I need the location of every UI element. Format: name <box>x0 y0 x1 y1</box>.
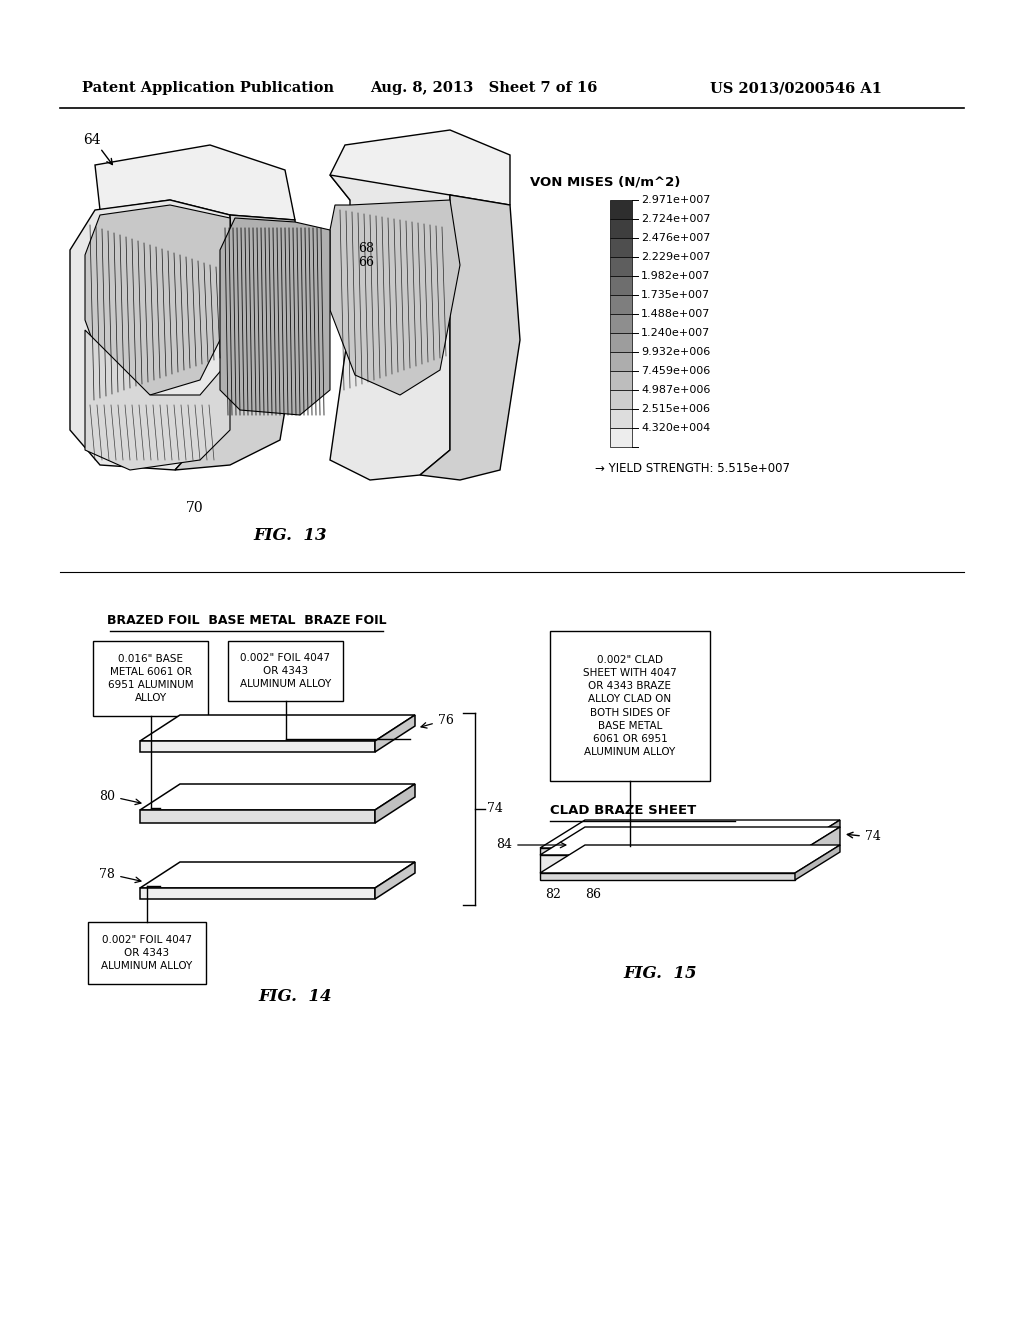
Text: 1.488e+007: 1.488e+007 <box>641 309 711 319</box>
Bar <box>610 257 632 276</box>
Polygon shape <box>95 145 295 220</box>
Polygon shape <box>540 847 795 855</box>
Text: 2.476e+007: 2.476e+007 <box>641 234 711 243</box>
Text: 64: 64 <box>83 133 100 147</box>
Text: 0.002" FOIL 4047
OR 4343
ALUMINUM ALLOY: 0.002" FOIL 4047 OR 4343 ALUMINUM ALLOY <box>101 935 193 972</box>
Text: 68: 68 <box>358 242 374 255</box>
Text: 7.459e+006: 7.459e+006 <box>641 366 711 376</box>
Text: Patent Application Publication: Patent Application Publication <box>82 81 334 95</box>
Polygon shape <box>220 218 330 414</box>
Text: CLAD BRAZE SHEET: CLAD BRAZE SHEET <box>550 804 696 817</box>
Polygon shape <box>175 215 300 470</box>
Text: 70: 70 <box>186 502 204 515</box>
Text: 1.982e+007: 1.982e+007 <box>641 271 711 281</box>
Polygon shape <box>420 195 520 480</box>
Bar <box>610 352 632 371</box>
Polygon shape <box>330 201 460 395</box>
Polygon shape <box>375 784 415 822</box>
Bar <box>610 294 632 314</box>
Polygon shape <box>85 205 230 395</box>
Text: 2.724e+007: 2.724e+007 <box>641 214 711 224</box>
Text: 0.002" CLAD
SHEET WITH 4047
OR 4343 BRAZE
ALLOY CLAD ON
BOTH SIDES OF
BASE METAL: 0.002" CLAD SHEET WITH 4047 OR 4343 BRAZ… <box>583 655 677 758</box>
Polygon shape <box>85 330 230 470</box>
Text: 2.971e+007: 2.971e+007 <box>641 195 711 205</box>
Text: 2.515e+006: 2.515e+006 <box>641 404 710 414</box>
Bar <box>610 389 632 409</box>
Bar <box>228 642 343 701</box>
Text: VON MISES (N/m^2): VON MISES (N/m^2) <box>530 176 680 189</box>
Bar <box>610 371 632 389</box>
Text: 9.932e+006: 9.932e+006 <box>641 347 711 356</box>
Polygon shape <box>540 855 795 873</box>
Text: 86: 86 <box>585 887 601 900</box>
Bar <box>88 921 206 983</box>
Text: 1.240e+007: 1.240e+007 <box>641 327 711 338</box>
Polygon shape <box>140 715 415 741</box>
Text: 4.987e+006: 4.987e+006 <box>641 385 711 395</box>
Polygon shape <box>540 873 795 880</box>
Text: FIG.  13: FIG. 13 <box>253 527 327 544</box>
Text: Aug. 8, 2013   Sheet 7 of 16: Aug. 8, 2013 Sheet 7 of 16 <box>370 81 597 95</box>
Bar <box>610 219 632 238</box>
Text: 4.320e+004: 4.320e+004 <box>641 422 711 433</box>
Polygon shape <box>140 741 375 752</box>
Text: 74: 74 <box>865 829 881 842</box>
Text: → YIELD STRENGTH: 5.515e+007: → YIELD STRENGTH: 5.515e+007 <box>595 462 790 475</box>
Text: 80: 80 <box>99 789 115 803</box>
Bar <box>610 201 632 219</box>
Text: 84: 84 <box>496 838 512 851</box>
Polygon shape <box>540 820 840 847</box>
Polygon shape <box>540 828 840 855</box>
Text: 66: 66 <box>358 256 374 268</box>
Text: 78: 78 <box>99 867 115 880</box>
Text: 0.016" BASE
METAL 6061 OR
6951 ALUMINUM
ALLOY: 0.016" BASE METAL 6061 OR 6951 ALUMINUM … <box>108 653 194 704</box>
Bar <box>610 409 632 428</box>
Polygon shape <box>375 862 415 899</box>
Bar <box>610 276 632 294</box>
Polygon shape <box>140 810 375 822</box>
Polygon shape <box>140 784 415 810</box>
Text: FIG.  15: FIG. 15 <box>624 965 696 982</box>
Polygon shape <box>795 845 840 880</box>
Polygon shape <box>540 845 840 873</box>
Bar <box>550 631 710 781</box>
Polygon shape <box>330 129 510 205</box>
Polygon shape <box>70 201 234 470</box>
Text: BRAZED FOIL  BASE METAL  BRAZE FOIL: BRAZED FOIL BASE METAL BRAZE FOIL <box>108 615 387 627</box>
Text: FIG.  14: FIG. 14 <box>258 987 332 1005</box>
Text: 1.735e+007: 1.735e+007 <box>641 290 710 300</box>
Text: 76: 76 <box>438 714 454 727</box>
Text: US 2013/0200546 A1: US 2013/0200546 A1 <box>710 81 882 95</box>
Text: 0.002" FOIL 4047
OR 4343
ALUMINUM ALLOY: 0.002" FOIL 4047 OR 4343 ALUMINUM ALLOY <box>240 653 331 689</box>
Text: 74: 74 <box>487 803 503 816</box>
Polygon shape <box>795 820 840 855</box>
Polygon shape <box>795 828 840 873</box>
Polygon shape <box>330 176 450 480</box>
Polygon shape <box>140 888 375 899</box>
Bar <box>610 314 632 333</box>
Bar <box>93 642 208 715</box>
Bar <box>610 428 632 447</box>
Text: 82: 82 <box>545 887 561 900</box>
Polygon shape <box>375 715 415 752</box>
Polygon shape <box>140 862 415 888</box>
Bar <box>610 238 632 257</box>
Bar <box>610 333 632 352</box>
Text: 2.229e+007: 2.229e+007 <box>641 252 711 261</box>
